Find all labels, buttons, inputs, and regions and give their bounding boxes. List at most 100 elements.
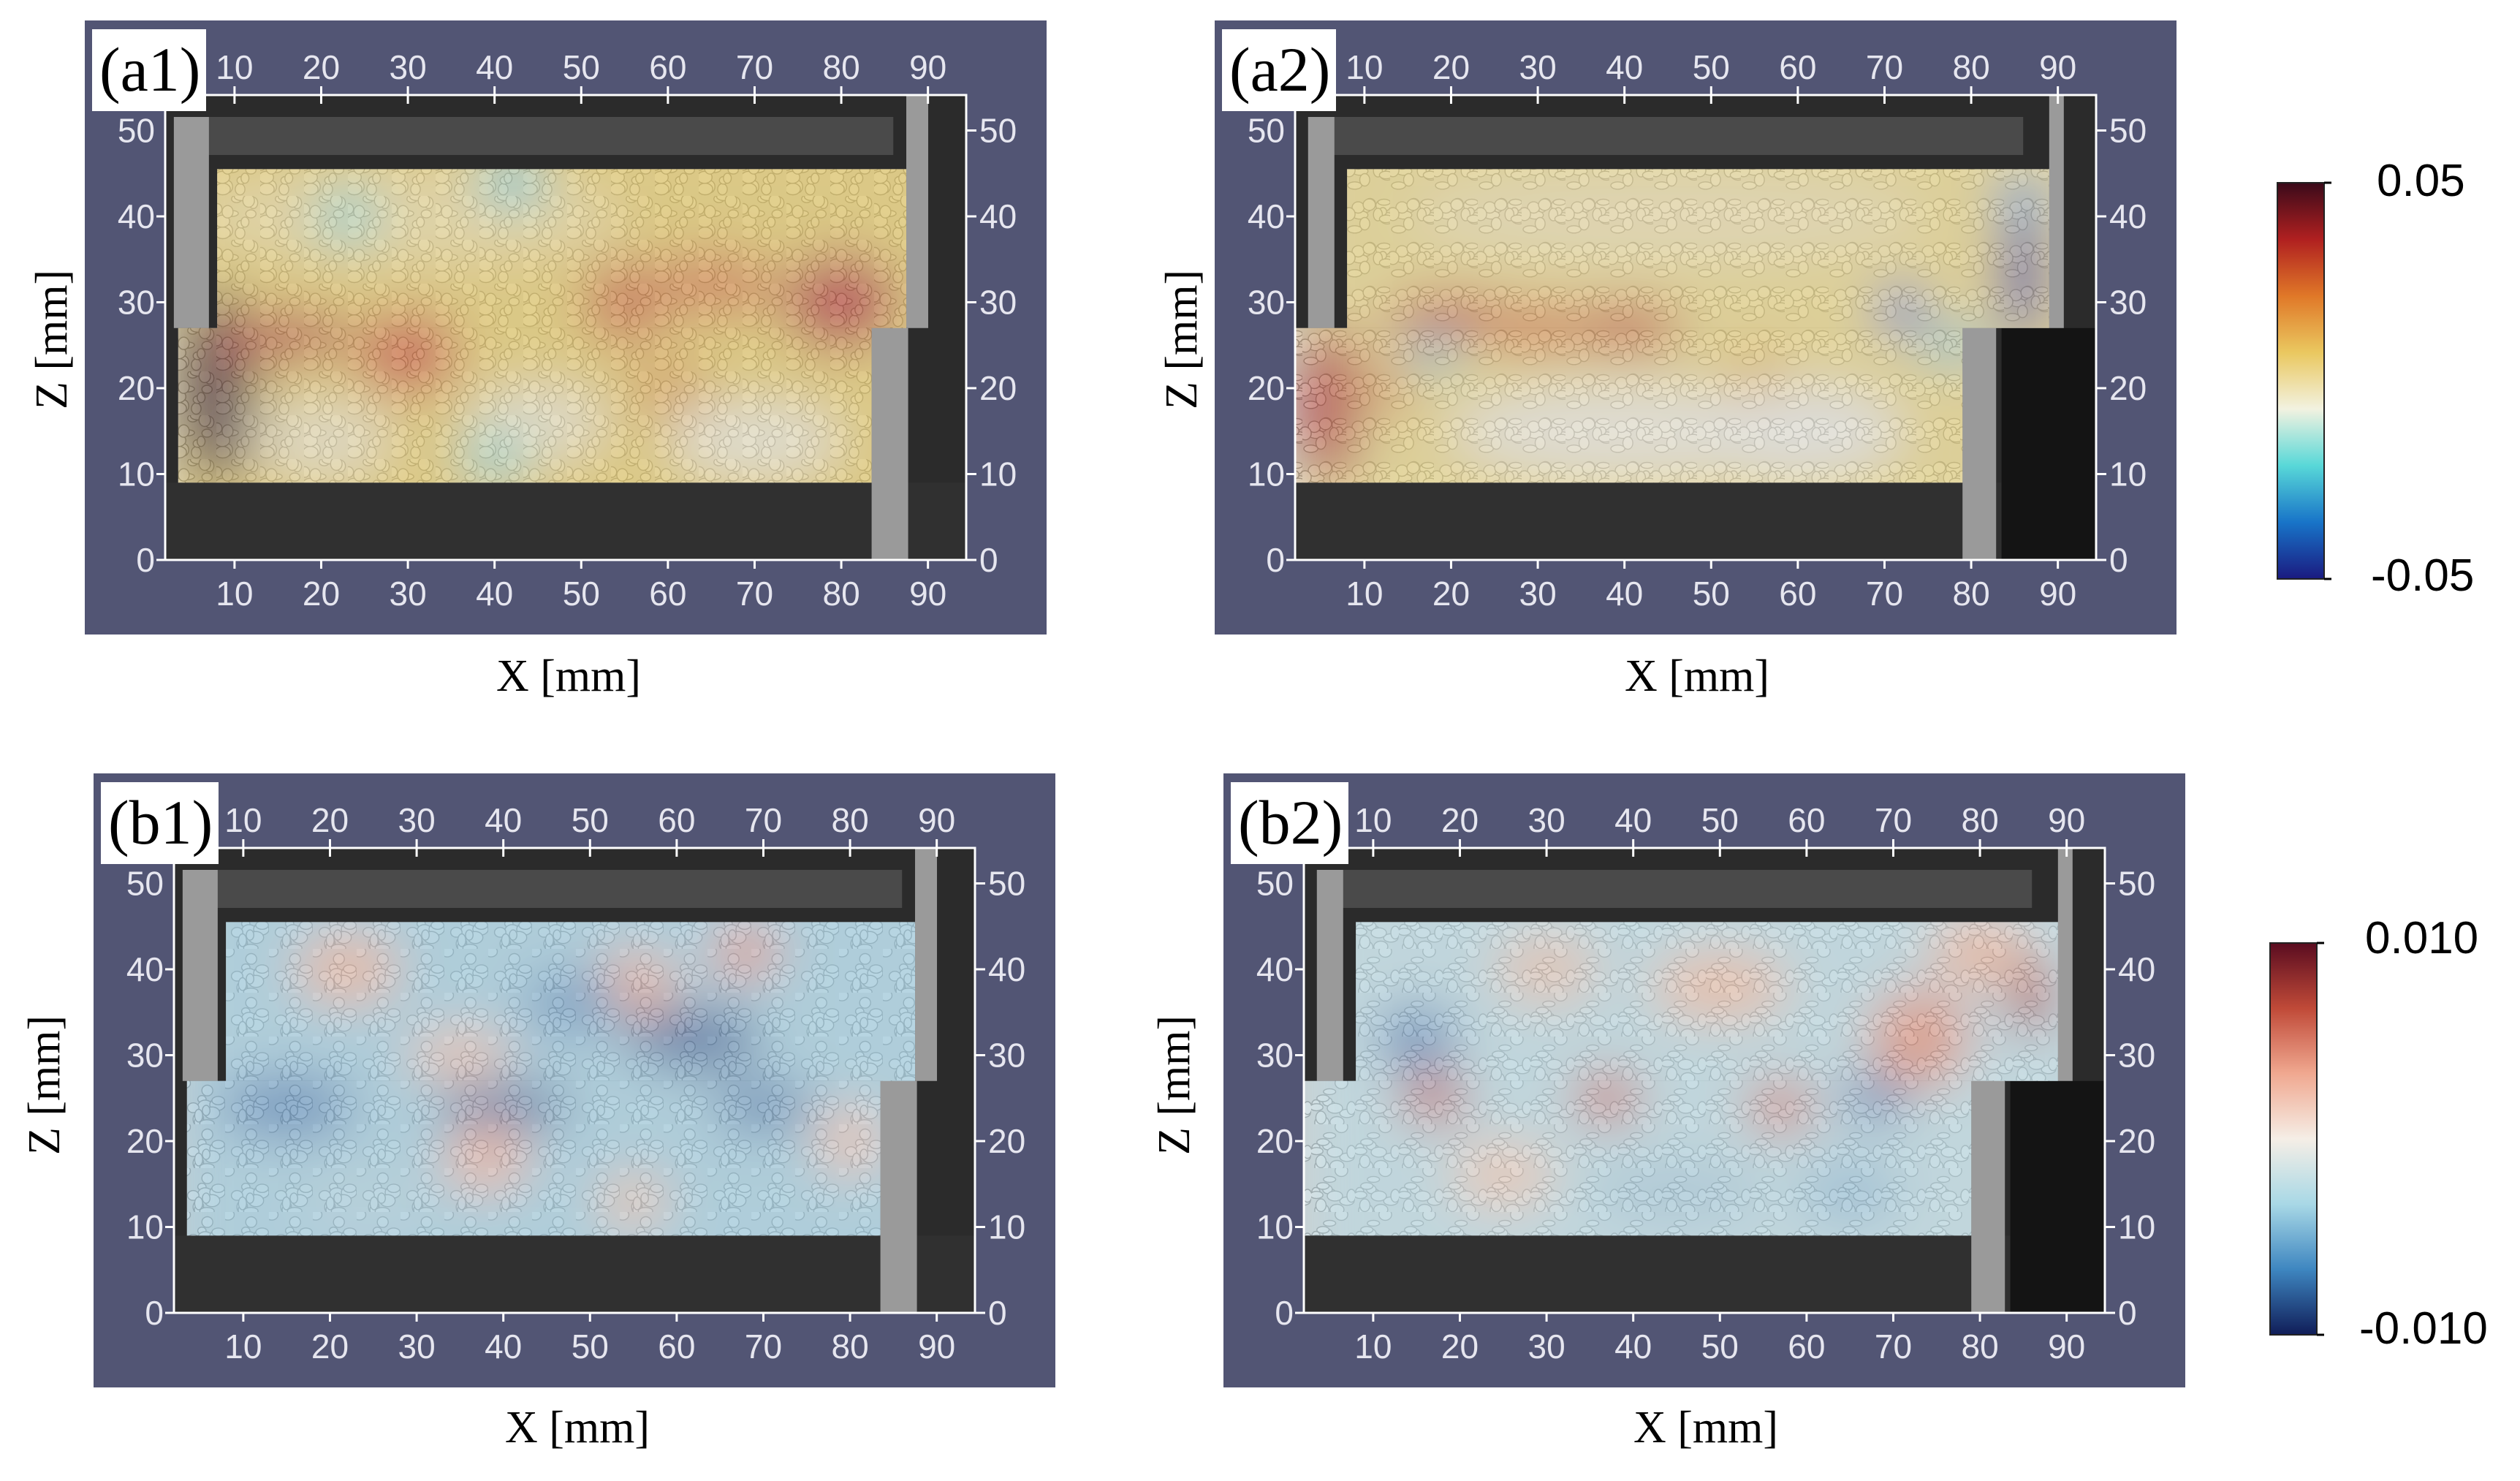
x-tick-top: 50 bbox=[1701, 801, 1739, 839]
x-tick-top: 90 bbox=[2048, 801, 2085, 839]
z-tick-right: 40 bbox=[2109, 197, 2147, 235]
bottom-base bbox=[174, 1235, 975, 1313]
z-tick-right: 10 bbox=[2109, 455, 2147, 493]
panel-a1-plot: 10 10 20 20 30 30 40 40 50 50 60 60 70 70 80 80 90 90 0 10 2… bbox=[118, 48, 1017, 613]
top-gravel-band bbox=[1321, 117, 2024, 155]
x-tick-bottom: 90 bbox=[909, 575, 946, 613]
colorbar-a-max: 0.05 bbox=[2377, 156, 2465, 206]
x-tick-bottom: 80 bbox=[1961, 1327, 1998, 1366]
strain-overlay bbox=[178, 169, 907, 483]
x-tick-top: 10 bbox=[1346, 48, 1383, 86]
x-tick-top: 20 bbox=[1441, 801, 1479, 839]
plot-area-a1 bbox=[164, 94, 968, 561]
z-tick-left: 40 bbox=[1248, 197, 1285, 235]
loading-plate-1 bbox=[2049, 95, 2064, 328]
plot-area-b2 bbox=[1302, 846, 2106, 1314]
panel-label-a1: (a1) bbox=[92, 29, 207, 111]
top-gravel-band bbox=[191, 117, 894, 155]
top-gravel-band bbox=[1329, 870, 2033, 908]
z-tick-left: 20 bbox=[118, 369, 155, 407]
x-tick-bottom: 40 bbox=[1606, 575, 1643, 613]
x-tick-bottom: 80 bbox=[822, 575, 859, 613]
z-tick-right: 40 bbox=[979, 197, 1017, 235]
x-tick-top: 50 bbox=[572, 801, 609, 839]
x-tick-top: 20 bbox=[1432, 48, 1470, 86]
x-tick-bottom: 50 bbox=[572, 1327, 609, 1366]
z-tick-right: 0 bbox=[988, 1294, 1007, 1332]
colorbar-b bbox=[2269, 942, 2324, 1336]
z-tick-right: 10 bbox=[979, 455, 1017, 493]
z-tick-right: 30 bbox=[979, 284, 1017, 322]
x-tick-bottom: 50 bbox=[1693, 575, 1730, 613]
x-tick-top: 10 bbox=[224, 801, 262, 839]
x-tick-bottom: 30 bbox=[1519, 575, 1556, 613]
x-tick-bottom: 80 bbox=[1952, 575, 1989, 613]
x-tick-top: 20 bbox=[303, 48, 340, 86]
x-tick-bottom: 70 bbox=[1875, 1327, 1912, 1366]
loading-plate-1 bbox=[915, 848, 938, 1081]
loading-plate-1 bbox=[906, 95, 929, 328]
x-tick-bottom: 10 bbox=[224, 1327, 262, 1366]
loading-plate-1 bbox=[2057, 848, 2073, 1081]
panel-b1: 10 10 20 20 30 30 40 40 50 50 60 60 70 70 80 80 90 90 0 10 2… bbox=[94, 773, 1055, 1387]
loading-plate-0 bbox=[173, 117, 209, 328]
x-tick-top: 90 bbox=[918, 801, 955, 839]
z-tick-left-top: 50 bbox=[126, 865, 164, 903]
colorbar-gradient bbox=[2277, 182, 2325, 580]
loading-plate-2 bbox=[1962, 327, 1997, 560]
z-tick-left: 10 bbox=[126, 1208, 164, 1246]
x-tick-bottom: 40 bbox=[485, 1327, 522, 1366]
x-tick-bottom: 60 bbox=[1779, 575, 1816, 613]
x-tick-top: 60 bbox=[1788, 801, 1825, 839]
plot-border bbox=[172, 846, 976, 1314]
z-tick-right: 50 bbox=[2118, 865, 2155, 903]
loading-plate-0 bbox=[1316, 870, 1343, 1081]
x-tick-top: 90 bbox=[909, 48, 946, 86]
z-tick-left: 20 bbox=[1256, 1122, 1294, 1160]
x-tick-top: 70 bbox=[745, 801, 782, 839]
loading-plate-0 bbox=[182, 870, 218, 1081]
z-tick-left: 0 bbox=[1275, 1294, 1294, 1332]
plot-border bbox=[164, 94, 968, 561]
colorbar-a-min: -0.05 bbox=[2371, 550, 2475, 601]
x-tick-bottom: 10 bbox=[216, 575, 253, 613]
x-tick-bottom: 20 bbox=[1432, 575, 1470, 613]
panel-label-a2: (a2) bbox=[1222, 29, 1337, 111]
plot-area-b1 bbox=[172, 846, 976, 1314]
panel-a1: 10 10 20 20 30 30 40 40 50 50 60 60 70 70 80 80 90 90 0 10 2… bbox=[85, 20, 1047, 635]
x-tick-bottom: 20 bbox=[303, 575, 340, 613]
x-tick-bottom: 90 bbox=[2039, 575, 2076, 613]
z-tick-left: 40 bbox=[118, 197, 155, 235]
colorbar-b-max: 0.010 bbox=[2365, 913, 2479, 963]
x-tick-top: 40 bbox=[476, 48, 513, 86]
x-tick-bottom: 70 bbox=[745, 1327, 782, 1366]
x-tick-bottom: 60 bbox=[1788, 1327, 1825, 1366]
x-tick-top: 20 bbox=[311, 801, 349, 839]
x-tick-top: 60 bbox=[658, 801, 695, 839]
axes-b1: 10 10 20 20 30 30 40 40 50 50 60 60 70 70 80 80 90 90 0 10 2… bbox=[126, 801, 1025, 1366]
z-tick-left: 40 bbox=[1256, 950, 1294, 988]
z-axis-label-a2: Z [mm] bbox=[1157, 269, 1207, 409]
x-tick-bottom: 50 bbox=[1701, 1327, 1739, 1366]
z-tick-left: 30 bbox=[118, 284, 155, 322]
x-tick-bottom: 60 bbox=[658, 1327, 695, 1366]
strain-overlay bbox=[1295, 169, 2049, 483]
z-tick-left: 10 bbox=[1248, 455, 1285, 493]
x-axis-label-a2: X [mm] bbox=[1624, 651, 1770, 701]
z-tick-right: 0 bbox=[2118, 1294, 2137, 1332]
x-tick-top: 50 bbox=[1693, 48, 1730, 86]
x-tick-bottom: 40 bbox=[476, 575, 513, 613]
x-tick-bottom: 90 bbox=[918, 1327, 955, 1366]
x-tick-bottom: 70 bbox=[736, 575, 773, 613]
strain-overlay bbox=[186, 922, 916, 1236]
x-tick-top: 60 bbox=[1779, 48, 1816, 86]
x-tick-bottom: 70 bbox=[1866, 575, 1903, 613]
x-axis-label-a1: X [mm] bbox=[496, 651, 642, 701]
z-tick-left: 0 bbox=[145, 1294, 164, 1332]
x-tick-bottom: 30 bbox=[1527, 1327, 1565, 1366]
colorbar-gradient bbox=[2269, 942, 2318, 1336]
z-tick-left: 10 bbox=[1256, 1208, 1294, 1246]
x-tick-bottom: 40 bbox=[1614, 1327, 1652, 1366]
panel-a2: 10 10 20 20 30 30 40 40 50 50 60 60 70 70 80 80 90 90 0 10 2… bbox=[1215, 20, 2176, 635]
z-tick-left: 30 bbox=[1256, 1037, 1294, 1075]
